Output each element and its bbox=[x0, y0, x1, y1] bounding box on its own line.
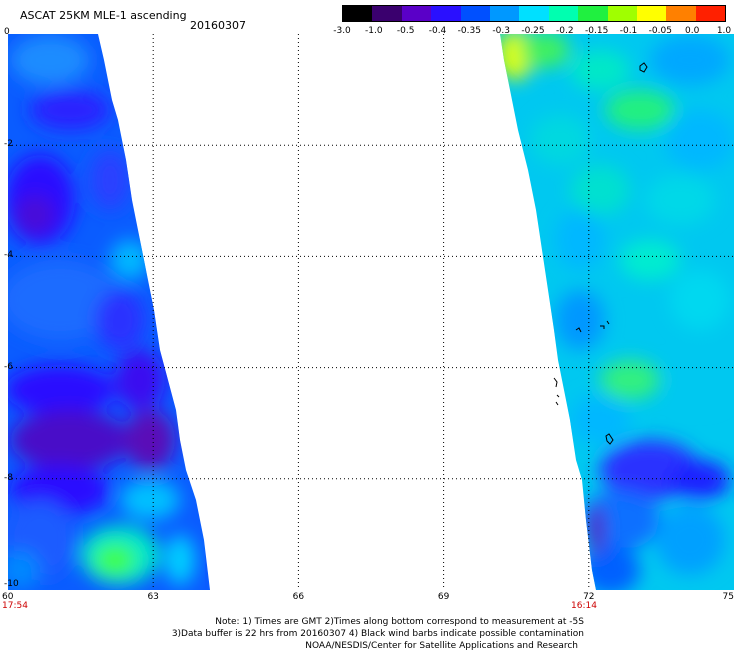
note-line-1: Note: 1) Times are GMT 2)Times along bot… bbox=[215, 617, 584, 627]
x-tick-label: 72 bbox=[583, 592, 595, 602]
field-blob bbox=[95, 290, 145, 350]
field-blob bbox=[555, 290, 605, 350]
colorbar-segment bbox=[372, 6, 402, 21]
field-blob bbox=[10, 35, 90, 85]
colorbar-segment bbox=[431, 6, 461, 21]
colorbar bbox=[342, 5, 726, 22]
field-blob bbox=[670, 460, 730, 500]
x-tick-label: 66 bbox=[292, 592, 305, 602]
colorbar-label: -0.3 bbox=[492, 26, 510, 36]
colorbar-label: -0.5 bbox=[396, 26, 415, 36]
x-tick-label: 75 bbox=[722, 592, 734, 602]
note-line-3: NOAA/NESDIS/Center for Satellite Applica… bbox=[305, 641, 578, 651]
colorbar-segment bbox=[460, 6, 490, 21]
field-blob bbox=[570, 165, 630, 215]
x-tick-label: 69 bbox=[437, 592, 450, 602]
y-tick-label: 0 bbox=[4, 27, 10, 37]
field-blob bbox=[30, 90, 110, 130]
field-blob bbox=[570, 395, 630, 445]
field-blob bbox=[655, 505, 725, 575]
field-blob bbox=[580, 545, 640, 590]
field-blob bbox=[165, 535, 195, 585]
colorbar-label: -0.05 bbox=[648, 26, 672, 36]
field-blob bbox=[8, 365, 115, 415]
field-blob bbox=[95, 545, 135, 575]
colorbar-label: 0.0 bbox=[684, 26, 700, 36]
y-tick-label: -8 bbox=[4, 472, 13, 483]
field-blob bbox=[665, 110, 734, 170]
colorbar-label: -0.4 bbox=[428, 26, 447, 36]
y-tick-label: -10 bbox=[4, 579, 19, 589]
colorbar-label: -0.2 bbox=[556, 26, 574, 36]
field-blob bbox=[520, 34, 570, 68]
colorbar-label: -0.1 bbox=[619, 26, 638, 36]
x-tick-label: 63 bbox=[147, 592, 159, 602]
field-blob bbox=[15, 195, 55, 235]
field-blob bbox=[125, 410, 175, 470]
colorbar-segment bbox=[401, 6, 432, 21]
coastline-marks bbox=[553, 62, 648, 445]
y-tick-label: -4 bbox=[4, 250, 13, 261]
field-blob bbox=[10, 410, 130, 470]
field-blob bbox=[555, 210, 605, 270]
colorbar-label: -0.15 bbox=[585, 26, 609, 36]
field-blob bbox=[8, 260, 120, 340]
colorbar-label: -0.35 bbox=[457, 26, 481, 36]
field-blob bbox=[120, 480, 180, 520]
time-label-left: 17:54 bbox=[2, 601, 28, 611]
field-blob bbox=[110, 240, 150, 280]
y-tick-label: -6 bbox=[4, 361, 13, 372]
colorbar-segment bbox=[519, 6, 549, 21]
field-blob bbox=[605, 90, 675, 130]
field-blob bbox=[8, 550, 40, 590]
colorbar-label: -3.0 bbox=[333, 26, 351, 36]
field-blob bbox=[588, 505, 604, 555]
field-blob bbox=[570, 50, 630, 90]
x-tick-label: 60 bbox=[2, 592, 14, 602]
field-blob bbox=[600, 360, 660, 400]
y-tick-label: -2 bbox=[4, 139, 13, 150]
field-blob bbox=[650, 35, 730, 85]
colorbar-segment bbox=[489, 6, 520, 21]
field-blob bbox=[670, 355, 730, 405]
left-swath bbox=[8, 34, 210, 590]
colorbar-segment bbox=[607, 6, 637, 21]
colorbar-label: -0.25 bbox=[521, 26, 545, 36]
colorbar-segment bbox=[548, 6, 579, 21]
field-blob bbox=[115, 350, 165, 410]
product-title: ASCAT 25KM MLE-1 ascending bbox=[20, 9, 187, 22]
time-label-right: 16:14 bbox=[571, 601, 597, 611]
note-line-2: 3)Data buffer is 22 hrs from 20160307 4)… bbox=[171, 629, 584, 639]
field-blob bbox=[620, 240, 680, 280]
colorbar-segment bbox=[695, 6, 726, 21]
colorbar-label: 1.0 bbox=[716, 26, 732, 36]
right-swath bbox=[500, 34, 734, 590]
field-blob bbox=[530, 115, 590, 165]
field-blob bbox=[645, 175, 715, 225]
colorbar-segment bbox=[578, 6, 608, 21]
field-blob bbox=[90, 150, 130, 210]
date-label: 20160307 bbox=[190, 19, 246, 32]
colorbar-label: -1.0 bbox=[365, 26, 383, 36]
grid-lines bbox=[8, 34, 734, 590]
colorbar-segment bbox=[343, 6, 373, 21]
colorbar-segment bbox=[636, 6, 667, 21]
colorbar-segment bbox=[666, 6, 696, 21]
field-blob bbox=[670, 270, 730, 330]
